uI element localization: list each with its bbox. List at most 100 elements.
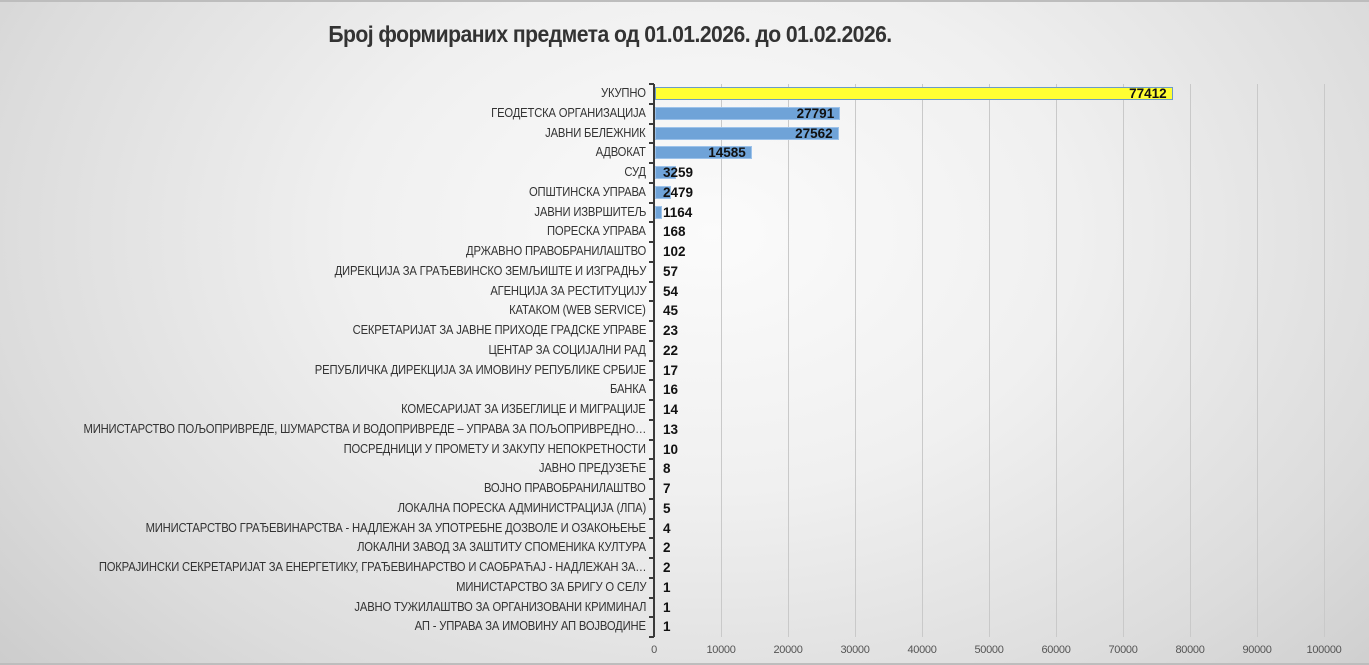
x-axis-tick-label: 0	[651, 644, 657, 656]
total-bar	[655, 87, 1173, 100]
axis-tick	[649, 280, 654, 283]
bar-row: ДИРЕКЦИЈА ЗА ГРАЂЕВИНСКО ЗЕМЉИШТЕ И ИЗГР…	[0, 262, 1369, 282]
value-label: 7	[663, 481, 671, 496]
bar-row: МИНИСТАРСТВО ГРАЂЕВИНАРСТВА - НАДЛЕЖАН З…	[0, 519, 1369, 539]
value-label: 2	[663, 560, 671, 575]
bar-row: МИНИСТАРСТВО ПОЉОПРИВРЕДЕ, ШУМАРСТВА И В…	[0, 420, 1369, 440]
bar-row: СЕКРЕТАРИЈАТ ЗА ЈАВНЕ ПРИХОДЕ ГРАДСКЕ УП…	[0, 321, 1369, 341]
x-axis-tick-label: 70000	[1108, 644, 1138, 656]
bar	[655, 205, 662, 219]
axis-tick	[649, 596, 654, 599]
x-axis-tick-label: 40000	[907, 644, 937, 656]
value-label: 27562	[795, 125, 833, 141]
value-label: 57	[663, 263, 679, 279]
axis-tick	[649, 576, 654, 579]
value-label: 3259	[663, 165, 694, 180]
bar-row: ЛОКАЛНИ ЗАВОД ЗА ЗАШТИТУ СПОМЕНИКА КУЛТУ…	[0, 538, 1369, 558]
value-label: 10	[663, 441, 679, 457]
axis-tick	[649, 616, 654, 619]
value-label: 2	[663, 540, 671, 556]
axis-tick	[649, 557, 654, 559]
gridline	[788, 84, 789, 637]
axis-tick	[649, 201, 654, 204]
bar-row: АДВОКАТ 14585	[0, 143, 1369, 163]
bar-row: СУД 3259	[0, 163, 1369, 183]
x-axis-tick-label: 20000	[773, 644, 803, 656]
value-label: 22	[663, 342, 679, 358]
bar-row: УКУПНО 77412	[0, 84, 1369, 104]
category-label: ДИРЕКЦИЈА ЗА ГРАЂЕВИНСКО ЗЕМЉИШТЕ И ИЗГР…	[334, 263, 646, 278]
gridline	[1190, 84, 1191, 637]
gridline	[1257, 84, 1258, 637]
bar-row: ЦЕНТАР ЗА СОЦИЈАЛНИ РАД 22	[0, 341, 1369, 361]
category-label: ЈАВНО ТУЖИЛАШТВО ЗА ОРГАНИЗОВАНИ КРИМИНА…	[354, 599, 646, 614]
top-border	[0, 0, 1369, 2]
x-axis-tick-label: 90000	[1242, 644, 1272, 656]
axis-tick	[649, 458, 654, 461]
bar-row: ЈАВНИ ИЗВРШИТЕЉ 1164	[0, 203, 1369, 223]
bar-row: ВОЈНО ПРАВОБРАНИЛАШТВО 7	[0, 479, 1369, 499]
value-label: 4	[663, 520, 671, 536]
category-label: МИНИСТАРСТВО ПОЉОПРИВРЕДЕ, ШУМАРСТВА И В…	[83, 421, 646, 436]
gridline	[721, 84, 722, 637]
bar-row: ДРЖАВНО ПРАВОБРАНИЛАШТВО 102	[0, 242, 1369, 262]
axis-tick	[649, 418, 654, 421]
bar-row: ЈАВНО ПРЕДУЗЕЋЕ 8	[0, 459, 1369, 479]
x-axis-tick-label: 30000	[840, 644, 870, 656]
value-label: 1	[663, 579, 671, 595]
axis-tick	[649, 497, 654, 500]
category-label: ГЕОДЕТСКА ОРГАНИЗАЦИЈА	[491, 105, 646, 120]
value-label: 16	[663, 382, 679, 398]
gridline	[855, 84, 856, 637]
category-label: ОПШТИНСКА УПРАВА	[529, 184, 646, 199]
bar-row: ЈАВНИ БЕЛЕЖНИК 27562	[0, 124, 1369, 144]
value-label: 14585	[708, 145, 746, 161]
bar-row: ПОКРАЈИНСКИ СЕКРЕТАРИЈАТ ЗА ЕНЕРГЕТИКУ, …	[0, 558, 1369, 578]
category-label: КАТАКОМ (WEB SERVICE)	[509, 303, 646, 318]
bar	[655, 185, 671, 199]
chart-title: Број формираних предмета од 01.01.2026. …	[328, 21, 892, 47]
gridline	[922, 84, 923, 637]
value-label: 8	[663, 461, 671, 477]
bar-row: АП - УПРАВА ЗА ИМОВИНУ АП ВОЈВОДИНЕ 1	[0, 617, 1369, 637]
category-label: ЈАВНИ ИЗВРШИТЕЉ	[534, 204, 646, 219]
bar-row: ЛОКАЛНА ПОРЕСКА АДМИНИСТРАЦИЈА (ЛПА) 5	[0, 499, 1369, 519]
category-label: БАНКА	[610, 382, 646, 397]
category-label: АГЕНЦИЈА ЗА РЕСТИТУЦИЈУ	[489, 283, 646, 298]
category-label: РЕПУБЛИЧКА ДИРЕКЦИЈА ЗА ИМОВИНУ РЕПУБЛИК…	[314, 362, 646, 377]
value-label: 17	[663, 362, 679, 378]
gridline	[1123, 84, 1124, 637]
value-label: 1	[663, 599, 671, 615]
category-label: ПОКРАЈИНСКИ СЕКРЕТАРИЈАТ ЗА ЕНЕРГЕТИКУ, …	[98, 560, 647, 574]
category-label: УКУПНО	[601, 86, 646, 100]
value-label: 77412	[1129, 86, 1167, 101]
category-label: АП - УПРАВА ЗА ИМОВИНУ АП ВОЈВОДИНЕ	[414, 619, 646, 634]
bar-row: КОМЕСАРИЈАТ ЗА ИЗБЕГЛИЦЕ И МИГРАЦИЈЕ 14	[0, 400, 1369, 420]
bar	[655, 126, 839, 140]
axis-tick	[649, 181, 654, 184]
category-label: ЈАВНИ БЕЛЕЖНИК	[545, 125, 647, 140]
bar-row: ПОСРЕДНИЦИ У ПРОМЕТУ И ЗАКУПУ НЕПОКРЕТНО…	[0, 440, 1369, 460]
category-label: СУД	[624, 165, 647, 179]
value-label: 2479	[663, 184, 694, 200]
category-axis-line	[653, 84, 655, 637]
category-label: ЦЕНТАР ЗА СОЦИЈАЛНИ РАД	[488, 342, 646, 357]
bar-row: РЕПУБЛИЧКА ДИРЕКЦИЈА ЗА ИМОВИНУ РЕПУБЛИК…	[0, 361, 1369, 381]
category-label: МИНИСТАРСТВО ЗА БРИГУ О СЕЛУ	[455, 579, 646, 594]
category-label: ПОРЕСКА УПРАВА	[547, 224, 646, 239]
value-label: 1	[663, 619, 671, 635]
bar-row: ЈАВНО ТУЖИЛАШТВО ЗА ОРГАНИЗОВАНИ КРИМИНА…	[0, 598, 1369, 618]
axis-tick	[649, 83, 654, 85]
gridline	[1324, 84, 1325, 637]
bar	[655, 106, 841, 120]
category-label: КОМЕСАРИЈАТ ЗА ИЗБЕГЛИЦЕ И МИГРАЦИЈЕ	[401, 402, 647, 416]
axis-tick	[649, 122, 654, 125]
axis-tick	[649, 399, 654, 401]
value-label: 102	[663, 244, 686, 259]
axis-tick	[649, 260, 654, 263]
bar-row: ОПШТИНСКА УПРАВА 2479	[0, 183, 1369, 203]
bar	[655, 146, 752, 160]
axis-tick	[649, 359, 654, 362]
bar-row: МИНИСТАРСТВО ЗА БРИГУ О СЕЛУ 1	[0, 578, 1369, 598]
